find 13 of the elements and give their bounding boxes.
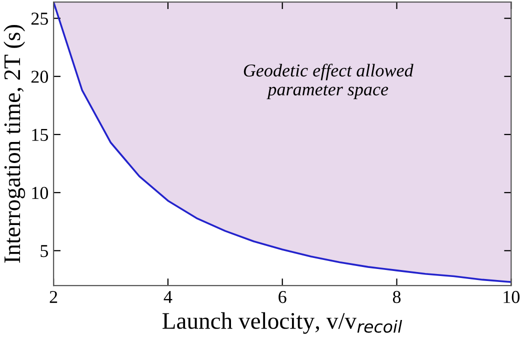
y-tick-label: 15 (32, 128, 48, 141)
x-axis-title: Launch velocity, v/v$_{recoil}$ (162, 312, 402, 334)
y-tick-label: 20 (31, 70, 48, 83)
x-tick-label: 10 (504, 290, 520, 304)
x-tick-label: 2 (50, 290, 58, 303)
y-axis-title: Interrogation time, 2T (s) (4, 25, 26, 263)
x-tick-label: 8 (392, 290, 401, 304)
y-tick-label: 10 (32, 186, 48, 200)
x-tick-label: 4 (164, 291, 172, 303)
annotation: Geodetic effect allowed parameter space (244, 64, 414, 100)
y-tick-label: 5 (40, 245, 48, 258)
x-tick-label: 6 (278, 290, 286, 304)
y-tick-label: 25 (31, 12, 48, 25)
